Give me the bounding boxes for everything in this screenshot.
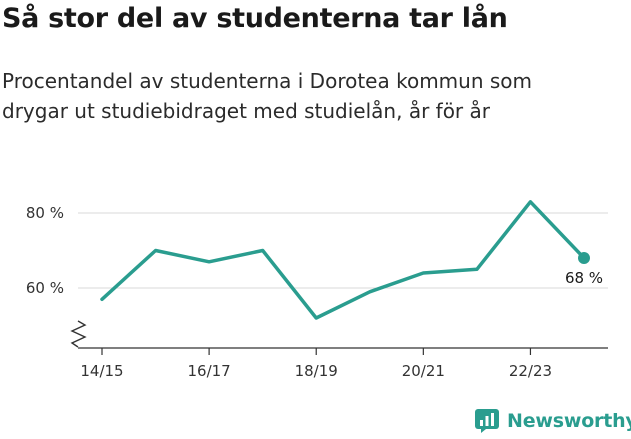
brand-name: Newsworthy — [507, 410, 631, 432]
series-line — [100, 200, 586, 320]
y-tick-label: 80 % — [26, 204, 64, 222]
x-tick-label: 22/23 — [509, 362, 552, 380]
bar-chart-icon — [475, 409, 499, 433]
y-tick-label: 60 % — [26, 279, 64, 297]
chart-subtitle: Procentandel av studenterna i Dorotea ko… — [2, 69, 533, 123]
chart-title: Så stor del av studenterna tar lån — [2, 3, 508, 34]
x-tick-label: 18/19 — [295, 362, 338, 380]
last-point-label: 68 % — [565, 269, 603, 287]
axis-break-icon — [70, 320, 87, 348]
x-tick-label: 14/15 — [80, 362, 123, 380]
x-tick-label: 16/17 — [187, 362, 230, 380]
last-point-marker — [578, 252, 590, 264]
newsworthy-logo: Newsworthy — [475, 406, 631, 436]
x-tick-label: 20/21 — [402, 362, 445, 380]
